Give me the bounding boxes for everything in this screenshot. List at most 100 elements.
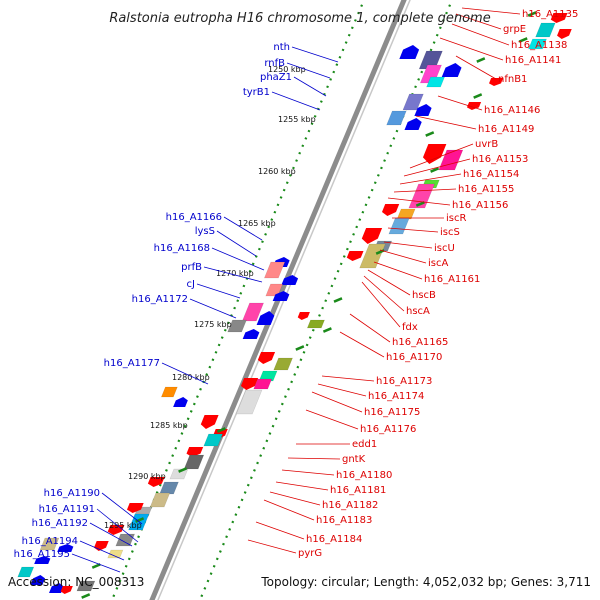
track-tick <box>476 57 486 63</box>
right-leader-line <box>379 249 427 264</box>
right-gene-label: h16_A1174 <box>368 391 424 402</box>
track-tick <box>91 563 101 569</box>
kbp-tick-label: 1285 kbp <box>150 421 188 430</box>
right-leader-line <box>263 499 315 521</box>
left-gene-label: rnfB <box>264 58 285 69</box>
right-gene-label: h16_A1183 <box>316 515 372 526</box>
gene-feature <box>306 319 325 329</box>
gene-feature <box>426 76 445 88</box>
gene-feature <box>253 378 273 390</box>
gene-box <box>39 537 60 551</box>
gene-feature <box>281 275 299 285</box>
gene-feature <box>489 78 504 86</box>
gene-feature <box>227 319 247 333</box>
gene-arrow-reverse <box>60 586 73 594</box>
right-leader-line <box>399 173 462 185</box>
gene-feature <box>126 503 144 513</box>
gene-box <box>149 492 171 508</box>
kbp-tick-label: 1265 kbp <box>238 219 276 228</box>
gene-feature <box>359 243 386 269</box>
gene-feature <box>76 580 96 592</box>
right-gene-label: h16_A1153 <box>472 154 528 165</box>
gene-box <box>438 149 464 171</box>
right-gene-label: uvrB <box>475 139 498 150</box>
gene-box <box>265 283 283 297</box>
gene-arrow-reverse <box>550 13 568 23</box>
right-leader-line <box>339 331 385 358</box>
gene-box <box>241 302 264 322</box>
right-leader-line <box>367 269 411 296</box>
gene-arrow-reverse <box>257 352 276 364</box>
gene-feature <box>186 447 204 457</box>
gene-box <box>419 64 442 84</box>
right-gene-label: h16_A1155 <box>458 184 514 195</box>
right-gene-label: h16_A1182 <box>322 500 378 511</box>
left-gene-label: tyrB1 <box>243 87 270 98</box>
gene-arrow-forward <box>256 311 275 325</box>
gene-arrow-forward <box>441 63 462 77</box>
gene-arrow-forward <box>34 556 51 564</box>
left-leader-line <box>291 46 339 63</box>
right-leader-line <box>387 227 439 233</box>
gene-feature <box>438 149 464 171</box>
gene-box <box>528 38 547 50</box>
right-leader-line <box>437 95 483 111</box>
gene-feature <box>404 118 422 130</box>
gene-feature <box>466 102 482 110</box>
right-leader-line <box>281 469 335 476</box>
gene-feature <box>346 251 364 261</box>
right-leader-line <box>373 261 423 280</box>
gene-box <box>160 386 178 398</box>
accession-label: Accession: NC_008313 <box>8 575 144 589</box>
gene-feature <box>399 45 420 59</box>
kbp-tick-label: 1255 kbp <box>278 115 316 124</box>
gene-feature <box>528 38 547 50</box>
kbp-tick-label: 1275 kbp <box>194 320 232 329</box>
right-gene-label: h16_A1170 <box>386 352 442 363</box>
gene-box <box>17 566 35 578</box>
left-gene-label: phaZ1 <box>260 72 292 83</box>
right-gene-label: h16_A1141 <box>505 55 561 66</box>
track-tick <box>430 167 440 173</box>
map-title: Ralstonia eutropha H16 chromosome 1, com… <box>109 11 490 26</box>
right-leader-line <box>311 391 363 413</box>
left-gene-label: h16_A1190 <box>44 488 100 499</box>
gene-box <box>359 243 386 269</box>
gene-arrow-forward <box>242 329 260 339</box>
left-gene-label: h16_A1166 <box>166 212 222 223</box>
track-tick <box>135 517 145 523</box>
track-tick <box>178 467 188 473</box>
gene-box <box>235 389 263 415</box>
gene-arrow-reverse <box>466 102 482 110</box>
left-gene-label: nth <box>273 42 290 53</box>
gene-feature <box>60 586 73 594</box>
track-tick <box>473 93 483 99</box>
right-gene-label: h16_A1180 <box>336 470 392 481</box>
gene-arrow-reverse <box>147 477 165 487</box>
gene-arrow-forward <box>49 583 64 593</box>
right-leader-line <box>287 457 341 460</box>
left-gene-label: cJ <box>187 279 195 290</box>
left-leader-line <box>89 522 133 547</box>
right-gene-label: iscU <box>434 243 455 254</box>
left-gene-label: h16_A1172 <box>132 294 188 305</box>
gene-feature <box>402 93 424 111</box>
kbp-tick-label: 1280 kbp <box>172 373 210 382</box>
right-gene-label: h16_A1135 <box>522 9 578 20</box>
topology-label: Topology: circular; Length: 4,052,032 bp… <box>260 575 591 589</box>
right-leader-line <box>317 383 367 397</box>
gene-arrow-reverse <box>381 204 400 216</box>
gene-box <box>306 319 325 329</box>
right-gene-label: h16_A1138 <box>511 40 567 51</box>
gene-feature <box>49 583 64 593</box>
gene-box <box>169 468 189 480</box>
track-tick <box>322 327 332 333</box>
gene-feature <box>264 261 286 279</box>
gene-feature <box>147 477 165 487</box>
gene-arrow-reverse <box>557 29 572 39</box>
right-leader-line <box>275 481 329 491</box>
left-gene-label: h16_A1192 <box>32 518 88 529</box>
left-leader-line <box>216 230 257 257</box>
right-leader-line <box>361 281 401 328</box>
gene-feature <box>173 397 188 407</box>
